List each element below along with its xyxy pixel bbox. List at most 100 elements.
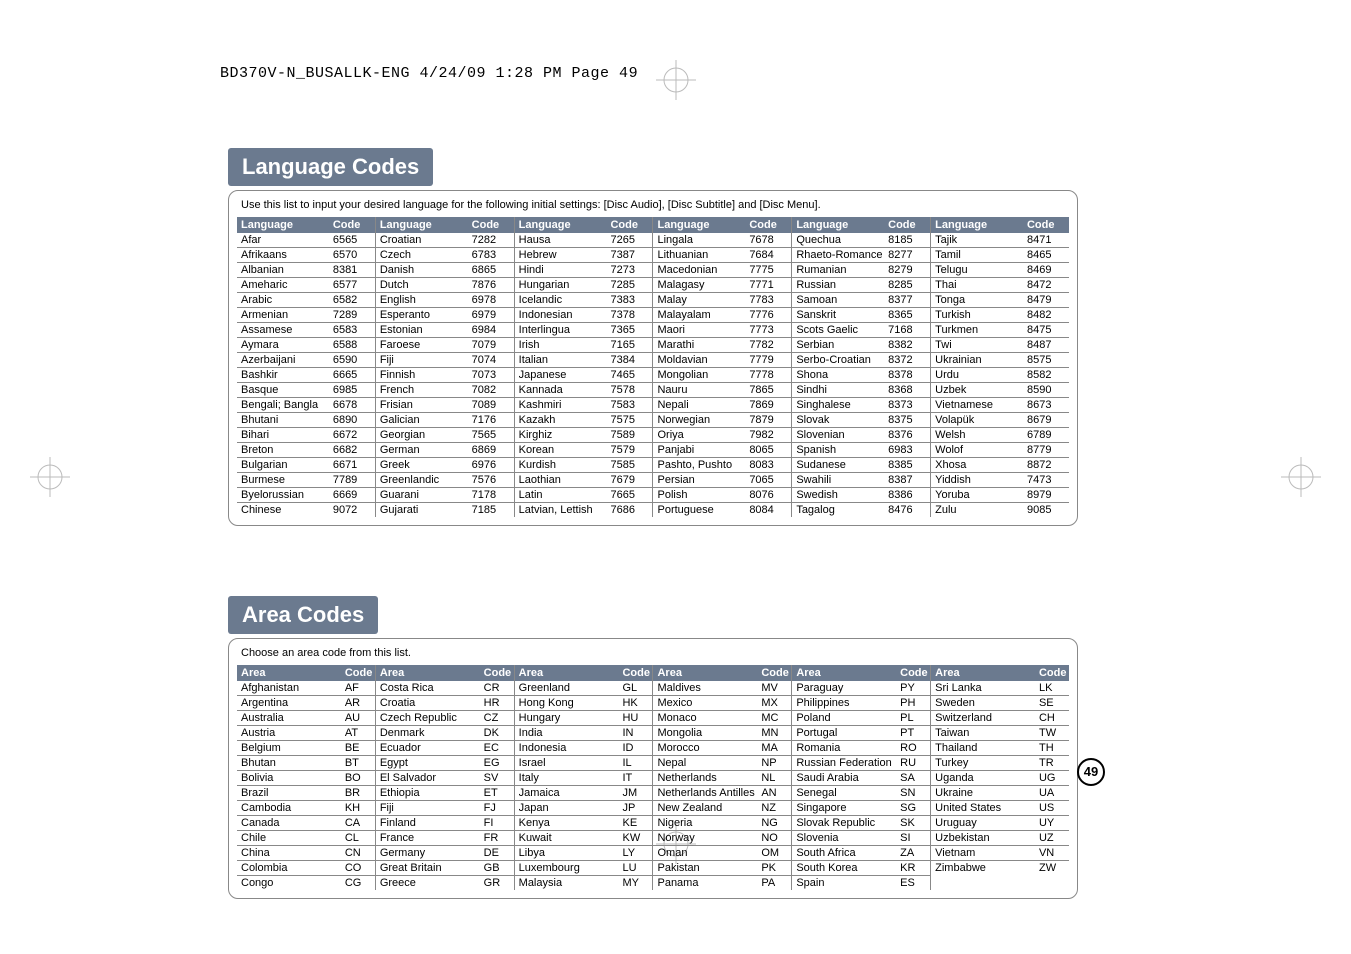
header-code-label: Code — [484, 667, 510, 679]
row-name: Slovenia — [796, 831, 900, 845]
row-code: CG — [345, 876, 371, 890]
table-row: Urdu8582 — [931, 368, 1069, 383]
row-code: MY — [622, 876, 648, 890]
row-name: Switzerland — [935, 711, 1039, 725]
row-name: Galician — [380, 413, 472, 427]
row-code: 6577 — [333, 278, 371, 292]
row-name: Czech Republic — [380, 711, 484, 725]
table-row: MongoliaMN — [653, 726, 791, 741]
table-row: SpainES — [792, 876, 930, 890]
row-code: TW — [1039, 726, 1065, 740]
row-name: Icelandic — [519, 293, 611, 307]
table-row: MalaysiaMY — [515, 876, 653, 890]
row-code: 7473 — [1027, 473, 1065, 487]
row-name: Singhalese — [796, 398, 888, 412]
table-row: Quechua8185 — [792, 233, 930, 248]
row-name: Bihari — [241, 428, 333, 442]
table-row: Lithuanian7684 — [653, 248, 791, 263]
row-code: GB — [484, 861, 510, 875]
table-column: AreaCodeParaguayPYPhilippinesPHPolandPLP… — [791, 665, 930, 890]
row-code: 6672 — [333, 428, 371, 442]
row-name: Mongolian — [657, 368, 749, 382]
row-code: 6979 — [472, 308, 510, 322]
table-row: PhilippinesPH — [792, 696, 930, 711]
header-code-label: Code — [888, 219, 926, 231]
row-code: HK — [622, 696, 648, 710]
row-name: Latin — [519, 488, 611, 502]
row-name: Urdu — [935, 368, 1027, 382]
table-row: Afar6565 — [237, 233, 375, 248]
table-row: UgandaUG — [931, 771, 1069, 786]
row-name: Byelorussian — [241, 488, 333, 502]
row-code: PT — [900, 726, 926, 740]
page-number: 49 — [1077, 758, 1105, 786]
row-name: Sanskrit — [796, 308, 888, 322]
row-name: Ethiopia — [380, 786, 484, 800]
table-row: Macedonian7775 — [653, 263, 791, 278]
table-row: Polish8076 — [653, 488, 791, 503]
column-header: AreaCode — [931, 665, 1069, 681]
row-name: Russian — [796, 278, 888, 292]
row-code: 6671 — [333, 458, 371, 472]
table-row: Frisian7089 — [376, 398, 514, 413]
row-name: Belgium — [241, 741, 345, 755]
table-column: LanguageCodeCroatian7282Czech6783Danish6… — [375, 217, 514, 517]
column-header: LanguageCode — [931, 217, 1069, 233]
row-name: Hungary — [519, 711, 623, 725]
row-code: 6588 — [333, 338, 371, 352]
row-name: Dutch — [380, 278, 472, 292]
table-row: AustraliaAU — [237, 711, 375, 726]
table-row: Arabic6582 — [237, 293, 375, 308]
row-name: Colombia — [241, 861, 345, 875]
table-row: AustriaAT — [237, 726, 375, 741]
row-name: South Africa — [796, 846, 900, 860]
row-name: Portuguese — [657, 503, 749, 517]
row-code: 8476 — [888, 503, 926, 517]
row-code: JM — [622, 786, 648, 800]
table-row: Portuguese8084 — [653, 503, 791, 517]
row-name: Polish — [657, 488, 749, 502]
row-code: KR — [900, 861, 926, 875]
column-header: AreaCode — [237, 665, 375, 681]
row-code: 6583 — [333, 323, 371, 337]
column-header: LanguageCode — [237, 217, 375, 233]
row-code: RU — [900, 756, 926, 770]
row-code: FR — [484, 831, 510, 845]
row-name: Ukraine — [935, 786, 1039, 800]
table-row: Hindi7273 — [515, 263, 653, 278]
table-row: Tamil8465 — [931, 248, 1069, 263]
row-code: 7789 — [333, 473, 371, 487]
table-row: Danish6865 — [376, 263, 514, 278]
table-row: Telugu8469 — [931, 263, 1069, 278]
table-row: KenyaKE — [515, 816, 653, 831]
table-row: Interlingua7365 — [515, 323, 653, 338]
row-code: 8365 — [888, 308, 926, 322]
row-name: Czech — [380, 248, 472, 262]
row-name: Telugu — [935, 263, 1027, 277]
row-code: VN — [1039, 846, 1065, 860]
row-code: KH — [345, 801, 371, 815]
column-header: LanguageCode — [515, 217, 653, 233]
row-name: Turkmen — [935, 323, 1027, 337]
row-code: PL — [900, 711, 926, 725]
header-code-label: Code — [333, 219, 371, 231]
row-name: Australia — [241, 711, 345, 725]
table-row: Gujarati7185 — [376, 503, 514, 517]
header-name-label: Language — [935, 219, 1027, 231]
row-name: Bhutan — [241, 756, 345, 770]
row-name: Mexico — [657, 696, 761, 710]
row-name: Interlingua — [519, 323, 611, 337]
row-name: Tagalog — [796, 503, 888, 517]
row-code: 6978 — [472, 293, 510, 307]
row-name: Uganda — [935, 771, 1039, 785]
row-name: Assamese — [241, 323, 333, 337]
table-row: BelgiumBE — [237, 741, 375, 756]
row-code: 8872 — [1027, 458, 1065, 472]
table-column: AreaCodeCosta RicaCRCroatiaHRCzech Repub… — [375, 665, 514, 890]
row-code: ID — [622, 741, 648, 755]
table-row: Nepali7869 — [653, 398, 791, 413]
row-name: Luxembourg — [519, 861, 623, 875]
row-code: 7678 — [749, 233, 787, 247]
row-name: Sudanese — [796, 458, 888, 472]
table-row: Swahili8387 — [792, 473, 930, 488]
